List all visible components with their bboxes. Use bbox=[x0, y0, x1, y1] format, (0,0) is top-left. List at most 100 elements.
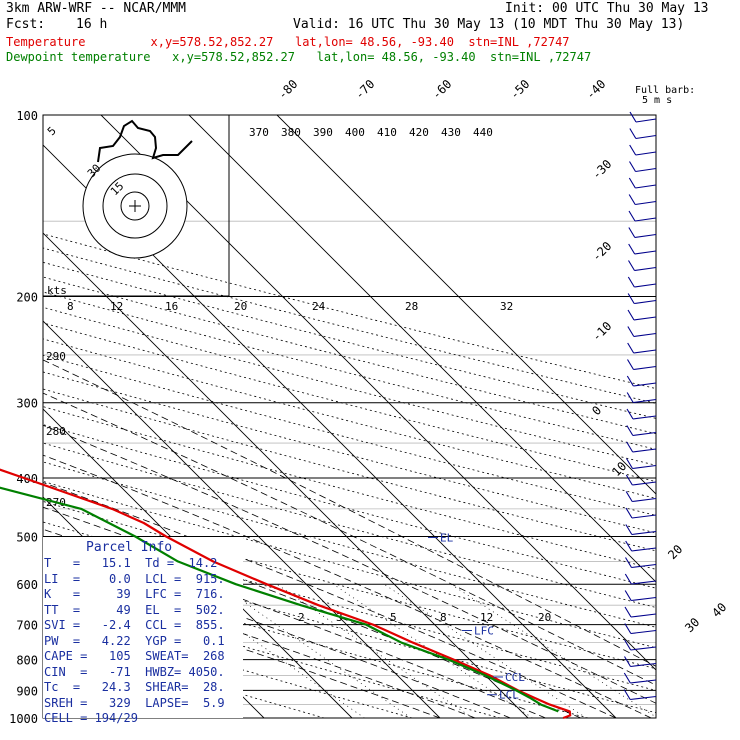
wind-barb bbox=[630, 695, 657, 701]
wind-barb-flag bbox=[625, 557, 632, 568]
mixing-ratio-line bbox=[333, 583, 533, 718]
theta-label: 380 bbox=[281, 126, 301, 139]
wind-barb-flag bbox=[626, 425, 634, 436]
wind-barb-flag bbox=[625, 491, 633, 502]
parcel-row-li: LI = 0.0 LCL = 915. bbox=[44, 571, 225, 586]
hodograph-trace bbox=[97, 119, 193, 163]
wind-barb bbox=[630, 613, 657, 618]
parcel-row-t: T = 15.1 Td = 14.2 bbox=[44, 556, 218, 570]
wind-barb-flag bbox=[624, 590, 632, 601]
wind-barb-flag bbox=[629, 111, 637, 123]
wind-barb-flag bbox=[629, 128, 637, 139]
forecast-label: Fcst: bbox=[6, 17, 46, 32]
dry-adiabat-line bbox=[43, 587, 501, 718]
wind-barb bbox=[630, 662, 657, 668]
wind-barb-flag bbox=[625, 474, 633, 486]
parcel-row-tc: Tc = 24.3 SHEAR= 28. bbox=[44, 680, 225, 694]
parcel-row-pw: PW = 4.22 YGP = 0.1 bbox=[44, 633, 225, 648]
mixing-ratio-label: 8 bbox=[440, 611, 447, 624]
theta-label: 420 bbox=[409, 126, 429, 139]
wind-barb-flag bbox=[628, 260, 635, 271]
wind-barb bbox=[634, 250, 657, 255]
temperature-legend: Temperature x,y=578.52,852.27 lat,lon= 4… bbox=[6, 35, 570, 49]
moist-adiabat-line bbox=[43, 482, 617, 718]
wind-barb bbox=[633, 349, 657, 354]
wind-barb-flag bbox=[627, 359, 634, 370]
isotherm-label: -30 bbox=[589, 157, 614, 182]
isotherm-line bbox=[188, 115, 656, 583]
pressure-tick-label: 200 bbox=[16, 291, 38, 305]
wind-barb bbox=[634, 283, 657, 288]
wind-barb bbox=[631, 580, 657, 585]
theta-label: 290 bbox=[46, 350, 66, 363]
wind-barb bbox=[632, 464, 657, 470]
wind-barb bbox=[631, 563, 657, 569]
theta-label: 280 bbox=[46, 425, 66, 438]
parcel-row-cell: CELL = 194/29 bbox=[44, 711, 138, 725]
pressure-tick-label: 300 bbox=[16, 397, 38, 411]
moist-adiabat-line bbox=[43, 454, 652, 718]
hodograph-ring-label: 5 bbox=[45, 124, 59, 138]
wind-barb bbox=[631, 530, 657, 536]
wind-barb-flag bbox=[628, 210, 636, 222]
wind-barb-flag bbox=[627, 309, 635, 321]
moist-adiabat-line bbox=[43, 392, 656, 686]
parcel-info-title: Parcel Info bbox=[86, 540, 173, 555]
full-barb-unit: 5 m s bbox=[642, 95, 672, 106]
mixing-ratio-label: 5 bbox=[390, 611, 397, 624]
wind-barb bbox=[635, 200, 657, 206]
wind-barb-flag bbox=[627, 293, 635, 304]
speed-label: 24 bbox=[312, 300, 326, 313]
parcel-row-k: K = 39 LFC = 716. bbox=[44, 587, 225, 601]
wind-barb bbox=[633, 398, 657, 404]
isotherm-line bbox=[43, 408, 353, 718]
isotherm-label: 30 bbox=[682, 615, 702, 635]
wind-barb-flag bbox=[626, 458, 633, 469]
pressure-tick-label: 600 bbox=[16, 578, 38, 592]
wind-barb-flag bbox=[628, 177, 636, 189]
wind-barb-flag bbox=[629, 161, 636, 172]
wind-barb bbox=[631, 514, 657, 519]
dry-adiabat-line bbox=[43, 406, 656, 570]
mixing-ratio-label: 12 bbox=[480, 611, 493, 624]
pressure-tick-label: 1000 bbox=[9, 712, 38, 726]
wind-barb-flag bbox=[627, 342, 635, 354]
dry-adiabat-line bbox=[43, 338, 656, 499]
speed-label: 8 bbox=[67, 300, 74, 313]
valid-time: Valid: 16 UTC Thu 30 May 13 (10 MDT Thu … bbox=[293, 17, 685, 32]
isotherm-label: -60 bbox=[429, 77, 454, 102]
theta-label: 430 bbox=[441, 126, 461, 139]
wind-barb bbox=[635, 151, 657, 156]
dewpoint-legend: Dewpoint temperature x,y=578.52,852.27 l… bbox=[6, 50, 592, 64]
mixing-ratio-line bbox=[450, 583, 656, 718]
wind-barb-flag bbox=[627, 326, 635, 337]
wind-barb bbox=[635, 184, 657, 189]
dry-adiabat-line bbox=[43, 261, 656, 419]
isotherm-label: -50 bbox=[507, 77, 532, 102]
wind-barb-flag bbox=[624, 606, 632, 618]
wind-barb bbox=[634, 266, 657, 272]
moist-adiabat-line bbox=[43, 582, 441, 718]
wind-barb-flag bbox=[623, 672, 631, 684]
isotherm-label: -80 bbox=[275, 77, 300, 102]
wind-barb bbox=[632, 415, 657, 420]
isotherm-label: 40 bbox=[709, 600, 729, 620]
wind-barb bbox=[635, 134, 657, 140]
dry-adiabat-line bbox=[43, 610, 413, 718]
wind-barb bbox=[633, 382, 657, 387]
level-label-lfc: LFC bbox=[474, 625, 494, 638]
isotherm-label: 10 bbox=[609, 459, 629, 479]
parcel-row-cin: CIN = -71 HWBZ= 4050. bbox=[44, 664, 225, 679]
wind-barb bbox=[633, 316, 657, 321]
wind-barb-flag bbox=[626, 408, 634, 420]
mixing-ratio-label: 20 bbox=[538, 611, 551, 624]
moist-adiabat-line bbox=[43, 506, 581, 718]
wind-barb-flag bbox=[624, 623, 632, 634]
temperature-line bbox=[0, 468, 572, 720]
isotherm-line bbox=[43, 232, 529, 718]
wind-barb-flag bbox=[624, 573, 632, 585]
full-barb-label: Full barb: bbox=[635, 85, 695, 96]
isotherm-line bbox=[276, 115, 656, 495]
wind-barb bbox=[635, 118, 657, 123]
